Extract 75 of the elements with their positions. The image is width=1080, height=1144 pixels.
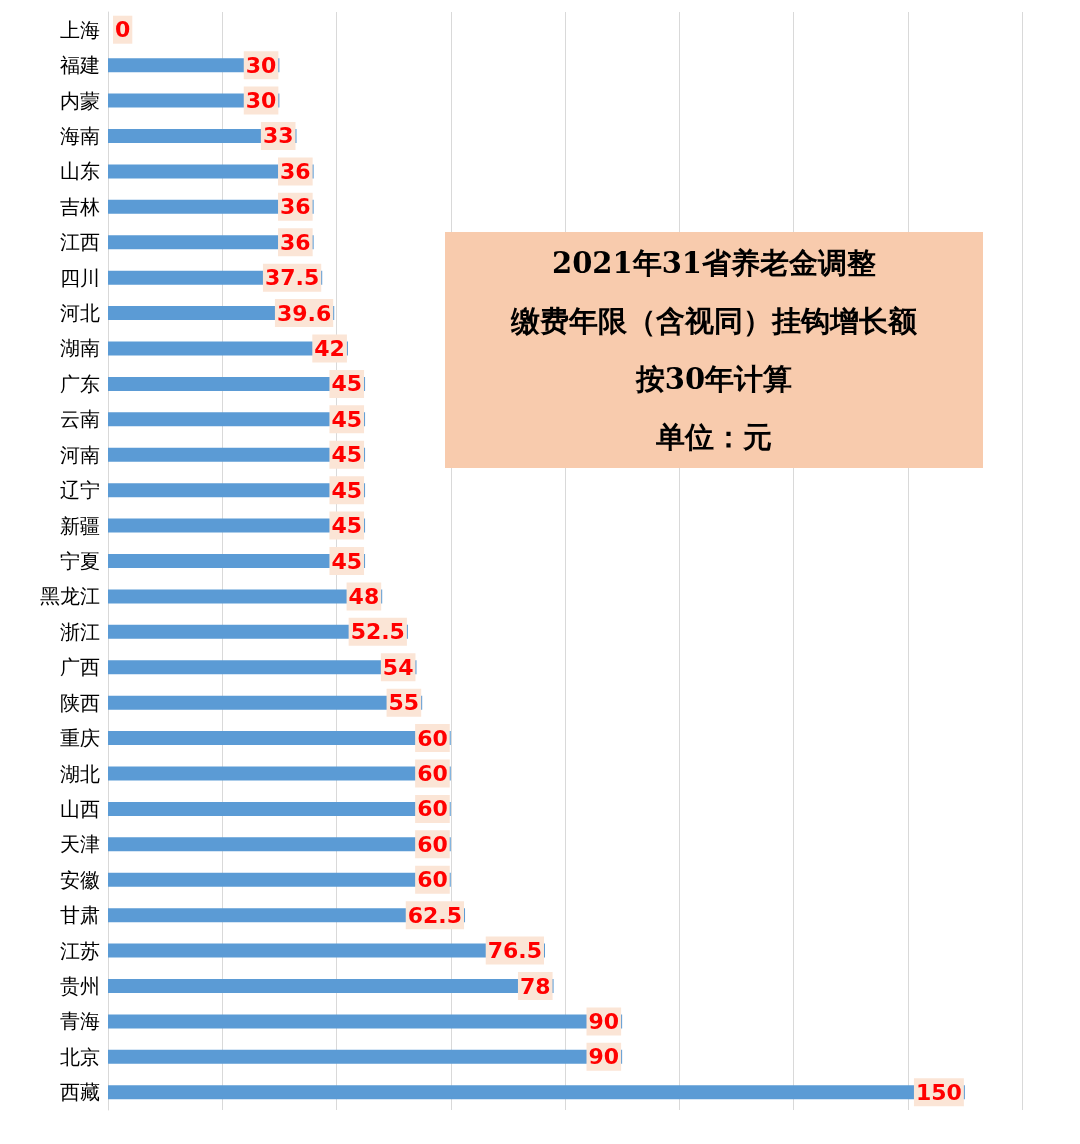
bar: [108, 1049, 623, 1064]
data-label: 39.6: [276, 300, 332, 326]
y-tick-label: 山东: [60, 159, 100, 184]
y-tick-label: 吉林: [60, 194, 100, 219]
data-label: 30: [245, 88, 277, 114]
y-tick-label: 天津: [60, 832, 100, 857]
data-label: 76.5: [487, 938, 543, 964]
data-label: 36: [280, 229, 311, 255]
y-tick-label: 青海: [60, 1009, 100, 1034]
bar: [108, 1085, 965, 1100]
y-tick-label: 重庆: [60, 726, 100, 751]
data-label: 60: [417, 867, 448, 893]
data-label: 78: [519, 973, 551, 999]
bar: [108, 872, 451, 887]
y-tick-label: 山西: [60, 796, 100, 821]
data-label: 90: [588, 1044, 620, 1070]
y-tick-label: 湖北: [60, 761, 100, 786]
y-tick-label: 浙江: [60, 619, 100, 644]
data-label: 60: [417, 725, 448, 751]
data-label: 55: [388, 690, 420, 716]
data-label: 37.5: [264, 265, 320, 291]
data-label: 42: [314, 335, 345, 361]
data-label: 60: [417, 761, 448, 787]
data-label: 45: [331, 513, 363, 539]
y-tick-label: 福建: [60, 53, 100, 78]
data-label: 0: [115, 17, 131, 43]
y-tick-label: 河南: [60, 442, 100, 467]
bar: [108, 1014, 623, 1029]
annotation: 缴费年限（含视同）挂钩增长额: [511, 303, 917, 340]
data-label: 150: [915, 1079, 962, 1105]
data-label: 54: [382, 654, 414, 680]
y-tick-label: 北京: [60, 1044, 100, 1069]
y-tick-label: 上海: [60, 17, 100, 42]
annotation: 单位：元: [656, 419, 772, 456]
data-label: 52.5: [350, 619, 405, 645]
data-label: 45: [331, 548, 363, 574]
data-label: 90: [588, 1008, 620, 1034]
y-tick-label: 云南: [60, 407, 100, 432]
bar: [108, 979, 554, 994]
data-label: 62.5: [407, 902, 463, 928]
y-tick-label: 广东: [60, 371, 100, 396]
y-tick-label: 内蒙: [60, 88, 100, 113]
data-label: 45: [331, 371, 363, 397]
data-label: 36: [280, 158, 311, 184]
data-label: 45: [331, 477, 363, 503]
y-tick-label: 宁夏: [60, 549, 100, 573]
y-tick-label: 海南: [60, 123, 100, 148]
data-label: 60: [417, 796, 448, 822]
data-label: 36: [280, 194, 311, 220]
data-label: 33: [262, 123, 294, 149]
data-label: 45: [331, 406, 363, 432]
y-tick-label: 安徽: [60, 867, 100, 892]
bar: [108, 731, 451, 746]
bar: [108, 766, 451, 781]
y-tick-label: 江苏: [60, 938, 100, 963]
y-tick-label: 新疆: [60, 513, 100, 538]
y-tick-label: 甘肃: [60, 903, 100, 928]
y-tick-label: 江西: [60, 230, 100, 255]
y-tick-label: 湖南: [60, 336, 100, 361]
data-label: 30: [245, 52, 277, 78]
y-tick-label: 黑龙江: [40, 584, 100, 609]
data-label: 45: [331, 442, 363, 468]
y-tick-label: 贵州: [60, 974, 100, 999]
y-tick-label: 广西: [60, 655, 100, 680]
y-tick-label: 辽宁: [60, 478, 100, 503]
y-tick-label: 河北: [60, 301, 100, 326]
y-tick-label: 西藏: [60, 1080, 100, 1105]
annotation: 2021年31省养老金调整: [551, 245, 877, 282]
bar: [108, 837, 451, 852]
annotation: 按30年计算: [635, 361, 793, 398]
data-label: 48: [348, 583, 380, 609]
y-tick-label: 陕西: [60, 690, 100, 715]
y-tick-label: 四川: [60, 265, 100, 290]
bar: [108, 801, 451, 816]
data-label: 60: [417, 831, 448, 857]
